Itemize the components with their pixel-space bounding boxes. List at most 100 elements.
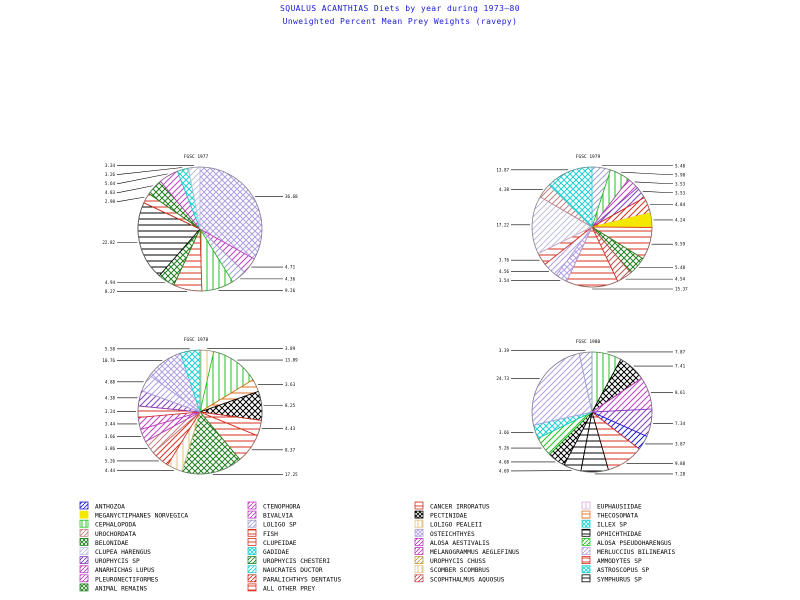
legend-swatch	[414, 538, 424, 546]
legend-label: SCOPHTHALMUS AQUOSUS	[430, 576, 505, 583]
legend-swatch	[79, 583, 89, 592]
data-label: 4.43	[285, 426, 296, 431]
legend-item: EUPHAUSIIDAE	[581, 501, 642, 511]
legend-swatch	[79, 501, 89, 510]
legend-item: BIVALVIA	[247, 510, 293, 520]
legend-item: MERLUCCIUS BILINEARIS	[581, 547, 676, 556]
legend-item: PARALICHTHYS DENTATUS	[247, 574, 342, 583]
legend-swatch	[247, 501, 257, 510]
data-label: 9.59	[675, 242, 686, 247]
legend-item: SYMPHURUS SP	[581, 574, 642, 583]
legend-swatch	[581, 501, 591, 510]
legend-item: UROPHYCIS CHESTERI	[247, 556, 330, 565]
legend-swatch	[581, 547, 591, 555]
data-label: 3.66	[105, 434, 116, 439]
legend-item: UROPHYCIS SP	[79, 556, 140, 565]
legend-item: CANCER IRRORATUS	[414, 501, 490, 511]
data-label: 7.87	[675, 349, 686, 354]
legend-swatch	[581, 510, 591, 519]
data-label: 5.98	[675, 172, 686, 177]
legend-label: ANARHICHAS LUPUS	[95, 567, 155, 574]
data-label: 8.61	[675, 390, 686, 395]
legend-label: CEPHALOPODA	[95, 522, 136, 529]
data-label: 7.28	[675, 471, 686, 476]
legend-swatch	[79, 565, 89, 574]
legend-label: PLEURONECTIFORMES	[95, 576, 159, 583]
data-label: 8.25	[285, 403, 296, 408]
pie-chart-0: FGSC 1977 36.68 4.71 4.36 9.26 3.34 3.26 5.64 4.…	[102, 154, 298, 294]
legend-swatch	[581, 519, 591, 528]
pie-title: FGSC 1978	[184, 337, 209, 343]
legend-label: CLUPEA HARENGUS	[95, 549, 151, 556]
legend-label: FISH	[263, 531, 278, 538]
legend-item: ANTHOZOA	[79, 501, 125, 511]
data-label: 8.37	[285, 447, 296, 452]
legend-label: ILLEX SP	[597, 522, 627, 529]
legend-item: LOLIGO PEALEII	[414, 519, 482, 529]
data-label: 3.76	[499, 258, 510, 263]
legend-label: AMMODYTES SP	[597, 558, 642, 565]
data-label: 15.37	[675, 286, 688, 291]
data-label: 3.34	[105, 163, 116, 168]
legend-item: ANARHICHAS LUPUS	[79, 565, 155, 574]
data-label: 3.26	[105, 172, 116, 177]
data-label: 4.84	[675, 202, 686, 207]
data-label: 4.44	[105, 468, 116, 473]
legend-label: UROPHYCIS CHESTERI	[263, 558, 330, 565]
leader-line	[642, 191, 673, 194]
data-label: 3.54	[499, 278, 510, 283]
legend-label: ANTHOZOA	[95, 504, 125, 511]
leader-line	[117, 173, 168, 184]
legend-item: CLUPEA HARENGUS	[79, 547, 151, 556]
legend-item: ANIMAL REMAINS	[79, 583, 147, 592]
legend-item: PECTINIDAE	[414, 510, 468, 520]
data-label: 4.36	[285, 276, 296, 281]
data-label: 3.53	[675, 190, 686, 195]
leader-line	[117, 196, 145, 202]
data-label: 10.76	[102, 358, 115, 363]
data-label: 4.24	[675, 217, 686, 222]
legend-swatch	[581, 556, 591, 564]
legend-label: THECOSOMATA	[597, 513, 638, 520]
leader-line	[620, 171, 673, 176]
legend-item: BELONIDAE	[79, 538, 129, 547]
legend-swatch	[414, 519, 424, 528]
legend-item: CEPHALOPODA	[79, 519, 136, 529]
data-label: 3.44	[105, 421, 116, 426]
legend-swatch	[581, 538, 591, 546]
legend-label: ALOSA PSEUDOHARENGUS	[597, 540, 672, 547]
legend-label: GADIDAE	[263, 549, 289, 556]
pie-chart-1: FGSC 1979 5.48 5.98 3.53 3.53 4.84 4.24 9.59 5.4…	[496, 154, 688, 291]
legend-label: NAUCRATES DUCTOR	[263, 567, 323, 574]
data-label: 24.73	[496, 376, 509, 381]
legend-item: OPHICHTHIDAE	[581, 528, 642, 538]
pie-chart-3: FGSC 1980 7.87 7.41 8.61 7.34 3.87 9.88 7.28 3.3…	[496, 339, 685, 476]
chart-subtitle: Unweighted Percent Mean Prey Weights (ra…	[282, 17, 518, 26]
legend-swatch	[414, 565, 424, 574]
legend-swatch	[247, 538, 257, 546]
legend-item: MELANOGRAMMUS AEGLEFINUS	[414, 547, 520, 556]
legend-swatch	[247, 547, 257, 555]
data-label: 7.34	[675, 421, 686, 426]
pie-charts-area: FGSC 1977 36.68 4.71 4.36 9.26 3.34 3.26 5.64 4.…	[102, 154, 688, 477]
data-label: 5.48	[675, 265, 686, 270]
data-label: 4.83	[105, 190, 116, 195]
data-label: 4.71	[285, 265, 296, 270]
data-label: 4.69	[499, 468, 510, 473]
legend-label: OPHICHTHIDAE	[597, 531, 642, 538]
data-label: 4.94	[105, 280, 116, 285]
legend-label: SYMPHURUS SP	[597, 576, 642, 583]
legend-swatch	[247, 583, 257, 592]
data-label: 9.88	[675, 461, 686, 466]
data-label: 4.38	[105, 395, 116, 400]
data-label: 7.41	[675, 364, 686, 369]
legend-item: NAUCRATES DUCTOR	[247, 565, 323, 574]
legend-item: SCOMBER SCOMBRUS	[414, 565, 490, 574]
leader-line	[117, 167, 183, 175]
legend-swatch	[247, 574, 257, 583]
legend-swatch	[414, 547, 424, 555]
legend-item: CTENOPHORA	[247, 501, 301, 511]
data-label: 3.39	[499, 348, 510, 353]
chart-title: SQUALUS ACANTHIAS Diets by year during 1…	[280, 4, 520, 13]
legend-label: ALOSA AESTIVALIS	[430, 540, 490, 547]
